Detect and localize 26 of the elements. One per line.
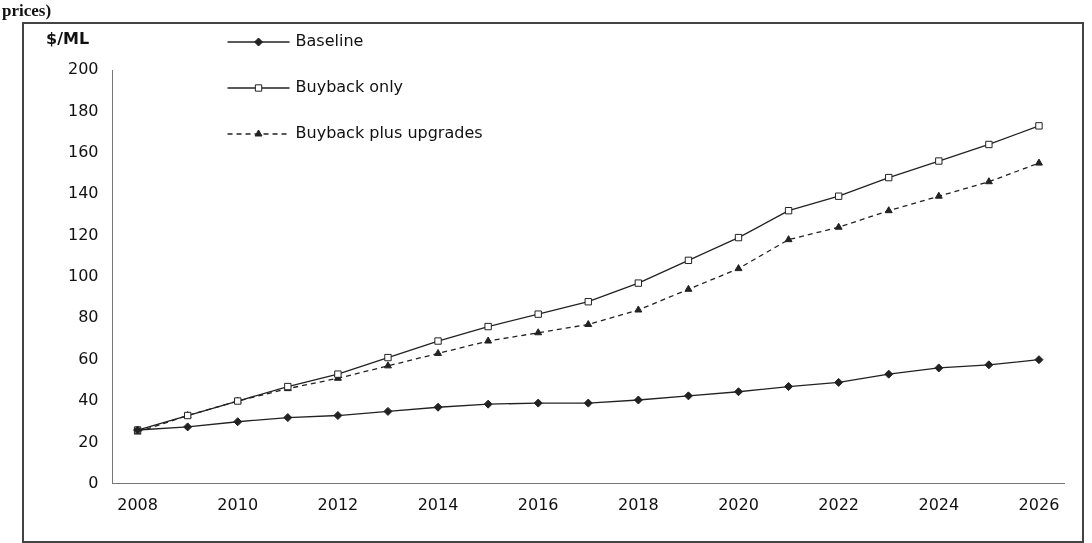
y-tick-label: 100	[67, 266, 99, 286]
x-tick-label: 2014	[417, 494, 459, 514]
legend-label: Baseline	[295, 31, 364, 51]
x-tick-label: 2012	[317, 494, 359, 514]
y-tick-label: 200	[67, 59, 99, 79]
x-tick-label: 2022	[818, 494, 860, 514]
x-tick-label: 2010	[217, 494, 259, 514]
y-tick-label: 40	[78, 390, 99, 410]
x-tick-label: 2016	[517, 494, 559, 514]
x-tick-label: 2018	[617, 494, 659, 514]
y-axis-title: $/ML	[45, 29, 90, 48]
y-tick-label: 140	[67, 183, 99, 203]
y-tick-label: 0	[88, 472, 99, 492]
y-tick-label: 20	[78, 431, 99, 451]
y-tick-label: 80	[78, 307, 99, 327]
x-tick-label: 2008	[117, 494, 158, 514]
chart-title: prices)	[2, 1, 52, 20]
y-tick-label: 60	[78, 348, 99, 368]
y-tick-label: 180	[67, 100, 99, 120]
legend-label: Buyback only	[295, 77, 404, 97]
y-tick-label: 120	[67, 224, 99, 244]
x-tick-label: 2026	[1018, 494, 1060, 514]
x-tick-label: 2024	[918, 494, 960, 514]
y-tick-label: 160	[67, 141, 99, 161]
x-tick-label: 2020	[718, 494, 759, 514]
legend-label: Buyback plus upgrades	[295, 123, 483, 143]
